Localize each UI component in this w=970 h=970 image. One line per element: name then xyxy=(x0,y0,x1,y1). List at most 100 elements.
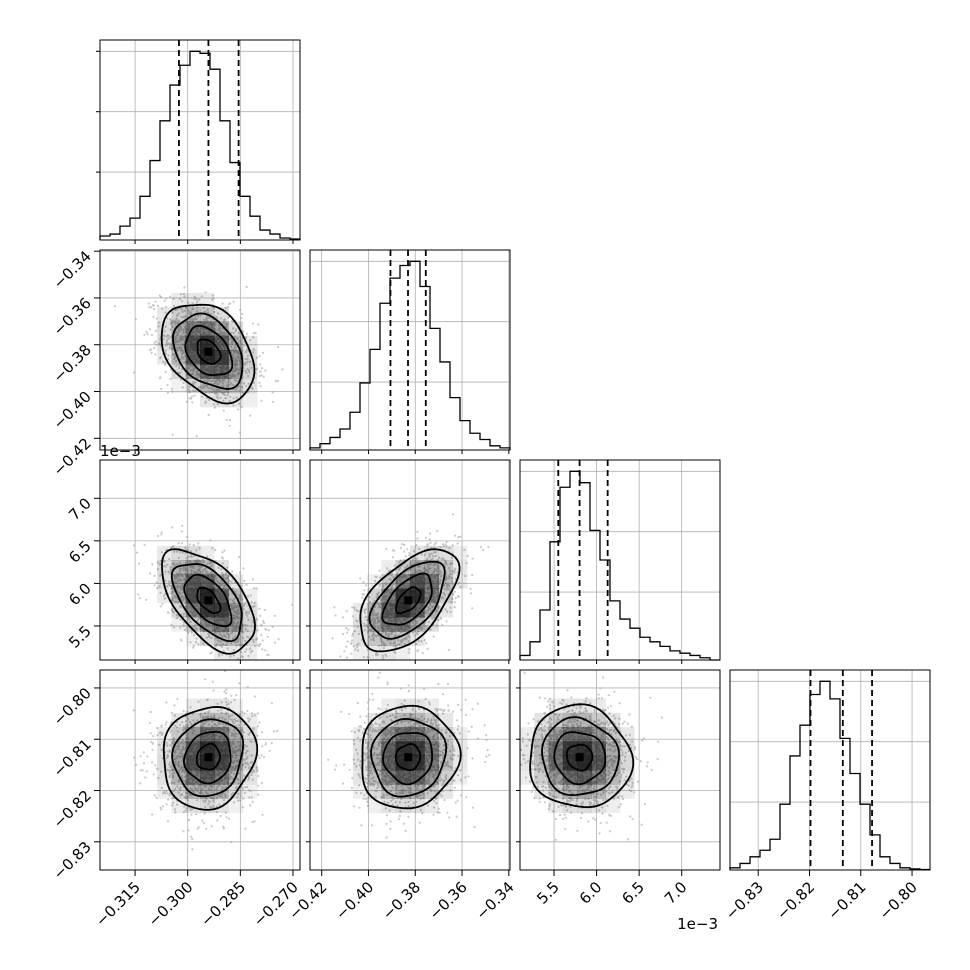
density-cell xyxy=(157,307,172,322)
density-cell xyxy=(548,770,564,785)
density-panel xyxy=(309,459,511,661)
density-cell xyxy=(214,392,229,408)
density-cell xyxy=(577,784,592,799)
tick-label: −0.82 xyxy=(50,787,95,832)
density-cell xyxy=(395,770,411,785)
tick-label: −0.34 xyxy=(50,247,95,292)
contour-line xyxy=(184,324,234,377)
density-peak xyxy=(575,753,584,762)
density-cell xyxy=(367,617,382,632)
density-cell xyxy=(242,392,258,408)
panel-frame xyxy=(99,249,301,451)
density-cell xyxy=(200,741,215,757)
density-cell xyxy=(352,784,368,799)
density-cell xyxy=(200,392,215,408)
density-cell xyxy=(562,770,578,785)
density-cell xyxy=(200,574,215,589)
density-cell xyxy=(242,741,258,757)
density-cell xyxy=(395,712,411,728)
density-cell xyxy=(605,727,621,742)
density-cell xyxy=(185,617,201,632)
density-cell xyxy=(214,335,229,351)
density-cell xyxy=(185,335,201,351)
density-cell xyxy=(171,335,187,351)
density-cell xyxy=(438,712,454,728)
tick-label: −0.315 xyxy=(92,878,144,930)
tick-label: 6.5 xyxy=(618,878,648,908)
density-cell xyxy=(214,602,229,618)
histogram-panel xyxy=(309,249,511,451)
density-cell xyxy=(171,617,187,632)
density-cell xyxy=(367,755,382,771)
density-cell xyxy=(562,727,578,742)
density-cell xyxy=(228,602,244,618)
tick-label: −0.38 xyxy=(379,878,424,923)
density-cell xyxy=(171,350,187,365)
histogram-bar xyxy=(729,680,931,871)
density-cell xyxy=(367,770,382,785)
density-cell xyxy=(214,755,229,771)
density-cell xyxy=(520,727,535,742)
density-cell xyxy=(200,617,215,632)
density-cell xyxy=(424,560,439,575)
density-cell xyxy=(214,741,229,757)
density-panel xyxy=(309,669,511,871)
tick-label: −0.83 xyxy=(722,878,767,923)
density-cell xyxy=(438,588,454,604)
panel-frame xyxy=(519,459,721,661)
density-cell xyxy=(381,741,397,757)
density-peak xyxy=(404,753,413,762)
density-cell xyxy=(381,574,397,589)
density-cell xyxy=(534,784,549,799)
density-cell xyxy=(562,755,578,771)
contour-line xyxy=(553,731,607,786)
density-cell xyxy=(562,712,578,728)
density-cell xyxy=(381,588,397,604)
density-cell xyxy=(591,770,607,785)
contour-line xyxy=(170,563,243,643)
density-cell xyxy=(171,560,187,575)
histogram-panel xyxy=(96,39,301,241)
axis-offset-label: 1e−3 xyxy=(100,442,141,460)
density-cell xyxy=(214,727,229,742)
density-cell xyxy=(424,545,439,561)
density-cell xyxy=(438,545,454,561)
density-cell xyxy=(424,712,439,728)
density-cell xyxy=(157,321,172,337)
contour-line xyxy=(370,718,448,798)
density-cell xyxy=(548,712,564,728)
density-cell xyxy=(367,574,382,589)
density-cell xyxy=(228,698,244,714)
density-cell xyxy=(214,712,229,728)
density-cell xyxy=(185,631,201,647)
tick-label: −0.36 xyxy=(50,294,95,339)
density-peak xyxy=(204,753,213,762)
density-cell xyxy=(452,727,468,742)
histogram-bar xyxy=(519,470,720,661)
tick-label: −0.81 xyxy=(824,878,869,923)
density-cell xyxy=(620,755,635,771)
density-cell xyxy=(424,574,439,589)
density-cell xyxy=(171,770,187,785)
density-cell xyxy=(620,784,635,799)
density-cell xyxy=(562,784,578,799)
density-cell xyxy=(410,755,425,771)
density-cell xyxy=(242,727,258,742)
density-cell xyxy=(185,292,201,308)
density-cell xyxy=(605,784,621,799)
contour-line xyxy=(368,560,446,640)
tick-label: −0.36 xyxy=(426,878,471,923)
contour-line xyxy=(394,743,422,772)
density-cell xyxy=(171,378,187,394)
panel-frame xyxy=(309,669,511,871)
tick-label: 6.5 xyxy=(65,537,95,567)
contour-line xyxy=(183,730,232,785)
density-cell xyxy=(452,770,468,785)
contour-line xyxy=(162,706,259,811)
density-cell xyxy=(395,645,411,661)
density-cell xyxy=(214,574,229,589)
panel-frame xyxy=(99,459,301,661)
density-cell xyxy=(352,645,368,661)
density-cell xyxy=(410,617,425,632)
tick-label: 7.0 xyxy=(661,878,691,908)
